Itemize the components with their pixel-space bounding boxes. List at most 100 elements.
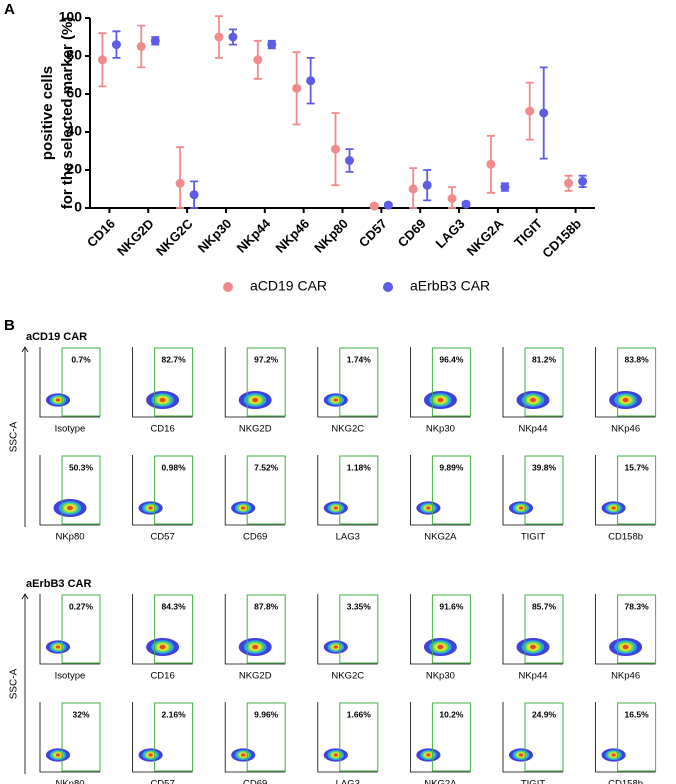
legend-label: aErbB3 CAR — [410, 278, 490, 294]
plot-axes — [224, 702, 286, 773]
data-point — [369, 201, 379, 211]
flow-plot: 83.8% NKp46 — [595, 347, 657, 435]
flow-plot: 81.2% NKp44 — [502, 347, 564, 435]
gate — [431, 702, 471, 772]
y-tick-label: 40 — [66, 123, 82, 139]
flow-plot: 87.8% NKG2D — [224, 594, 286, 682]
y-tick-label: 100 — [59, 9, 83, 25]
gate — [617, 455, 657, 525]
density — [67, 505, 73, 511]
data-point — [564, 178, 574, 188]
gate — [154, 455, 194, 525]
density — [518, 506, 524, 510]
plot-label: NKp44 — [518, 424, 547, 435]
y-tick-label: 20 — [66, 161, 82, 177]
data-point — [447, 194, 457, 203]
x-tick-label: CD158b — [539, 216, 584, 261]
flow-plot: 0.98% CD57 — [132, 455, 194, 543]
x-tick-label: NKG2D — [114, 216, 157, 259]
group-title: aCD19 CAR — [26, 331, 87, 343]
gate-percent: 9.89% — [439, 462, 464, 472]
flow-plot: 9.96% CD69 — [224, 702, 286, 784]
gate-percent: 32% — [72, 709, 89, 719]
density — [252, 644, 259, 650]
plot-label: NKp44 — [518, 671, 547, 682]
plot-axes — [317, 594, 378, 665]
data-point — [292, 83, 302, 93]
gate — [154, 347, 194, 417]
gate — [524, 594, 564, 664]
legend-marker — [223, 282, 233, 292]
plot-axes — [410, 347, 471, 418]
gate-percent: 3.35% — [347, 601, 372, 611]
flow-plot: 97.2% NKG2D — [224, 347, 286, 435]
gate-percent: 87.8% — [254, 601, 279, 611]
plot-label: NKp80 — [55, 532, 84, 543]
plot-axes — [39, 455, 100, 526]
density — [159, 397, 166, 403]
plot-label: CD158b — [608, 532, 643, 543]
data-point — [539, 108, 549, 118]
gate-percent: 82.7% — [162, 354, 187, 364]
gate — [524, 702, 564, 772]
gate-percent: 78.3% — [625, 601, 650, 611]
plot-label: CD69 — [243, 779, 267, 784]
density — [622, 644, 629, 650]
data-point — [422, 180, 432, 190]
gate-percent: 97.2% — [254, 354, 279, 364]
gate — [339, 594, 379, 664]
plot-axes — [224, 594, 286, 665]
gate-percent: 84.3% — [162, 601, 187, 611]
gate-percent: 96.4% — [439, 354, 464, 364]
y-tick-label: 60 — [66, 85, 82, 101]
data-point — [461, 199, 471, 209]
data-point — [578, 176, 588, 186]
density — [437, 644, 444, 650]
gate — [431, 594, 471, 664]
gate — [246, 594, 286, 664]
gate — [524, 347, 564, 417]
x-tick-label: NKp46 — [272, 216, 312, 256]
gate — [246, 455, 286, 525]
flow-plot: 82.7% CD16 — [132, 347, 194, 435]
x-tick-label: NKp44 — [234, 215, 274, 255]
density — [611, 506, 616, 510]
density — [148, 506, 153, 510]
flow-plot: 10.2% NKG2A — [410, 702, 471, 784]
flow-plot: 39.8% TIGIT — [502, 455, 564, 543]
x-tick-label: CD16 — [84, 216, 118, 250]
plot-label: CD57 — [150, 779, 174, 784]
data-point — [500, 182, 510, 192]
panel-label: A — [4, 1, 15, 18]
flow-plot: 78.3% NKp46 — [595, 594, 657, 682]
gate — [617, 347, 657, 417]
plot-label: Isotype — [55, 424, 86, 435]
plot-axes — [410, 594, 471, 665]
gate — [339, 347, 379, 417]
density — [518, 753, 524, 757]
plot-axes — [39, 702, 100, 773]
density — [241, 753, 246, 757]
gate — [246, 702, 286, 772]
density — [530, 644, 536, 650]
plot-label: NKG2D — [239, 671, 272, 682]
x-tick-label: NKp80 — [311, 216, 351, 256]
plot-axes — [595, 594, 656, 665]
gate-percent: 50.3% — [69, 462, 94, 472]
plot-label: CD57 — [150, 532, 174, 543]
density — [426, 506, 431, 510]
gate — [61, 702, 101, 772]
density — [55, 645, 61, 649]
gate-percent: 39.8% — [532, 462, 557, 472]
plot-axes — [317, 455, 378, 526]
gate-percent: 16.5% — [625, 709, 650, 719]
axis-label: SSC-A — [9, 668, 20, 699]
plot-label: CD158b — [608, 779, 643, 784]
gate — [431, 347, 471, 417]
gate — [339, 455, 379, 525]
flow-plot: 3.35% NKG2C — [317, 594, 379, 682]
legend-label: aCD19 CAR — [250, 278, 327, 294]
gate — [154, 702, 194, 772]
gate — [61, 347, 101, 417]
